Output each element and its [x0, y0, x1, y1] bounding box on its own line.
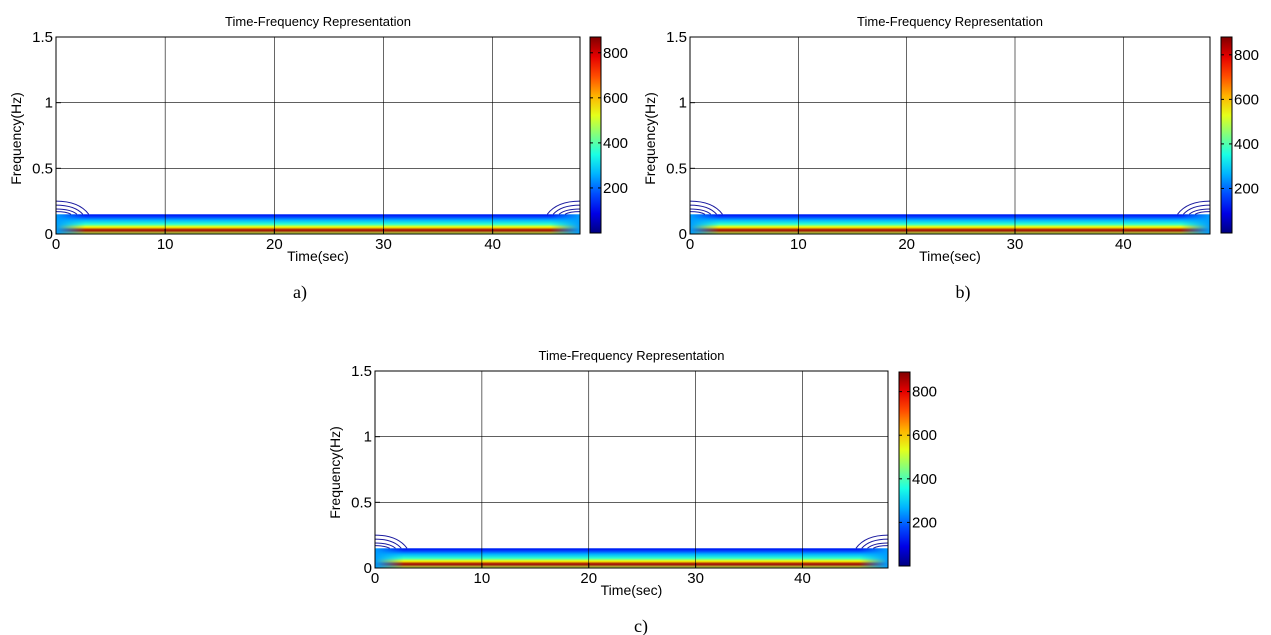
y-axis-label: Frequency(Hz) [327, 426, 343, 519]
x-tick-label: 10 [474, 570, 491, 587]
colorbar-tick-label: 400 [603, 135, 628, 152]
energy-band [375, 548, 888, 568]
x-tick-label: 40 [484, 236, 501, 253]
colorbar-tick-label: 200 [603, 180, 628, 197]
colorbar-tick-label: 600 [603, 90, 628, 107]
colorbar-tick-label: 800 [603, 45, 628, 62]
y-tick-label: 1 [45, 95, 53, 112]
y-axis-label: Frequency(Hz) [642, 92, 658, 185]
edge-contours [689, 200, 1211, 215]
colorbar: 200 400 600 800 [898, 371, 937, 567]
colorbar-tick-label: 400 [912, 471, 937, 488]
plot-frame [374, 370, 889, 569]
x-axis-label: Time(sec) [287, 248, 349, 264]
x-tick-label: 40 [1115, 236, 1132, 253]
x-tick-label: 10 [790, 236, 807, 253]
x-tick-label: 30 [687, 570, 704, 587]
y-tick-label: 0 [45, 226, 53, 243]
plot-frame [55, 36, 581, 235]
energy-band [690, 214, 1210, 234]
subplot-caption: a) [293, 282, 307, 303]
y-tick-label: 1.5 [32, 29, 53, 46]
y-tick-label: 0.5 [32, 160, 53, 177]
colorbar-tick-label: 200 [1234, 180, 1259, 197]
colorbar-tick-label: 800 [1234, 47, 1259, 64]
y-axis-label: Frequency(Hz) [8, 92, 24, 185]
x-axis-label: Time(sec) [919, 248, 981, 264]
x-tick-label: 0 [371, 570, 379, 587]
y-tick-label: 0 [364, 560, 372, 577]
y-tick-label: 1 [679, 95, 687, 112]
x-tick-label: 20 [898, 236, 915, 253]
colorbar: 200 400 600 800 [589, 36, 628, 234]
x-tick-label: 20 [580, 570, 597, 587]
colorbar-tick-label: 600 [912, 427, 937, 444]
subplot-caption: c) [634, 616, 648, 635]
energy-band [56, 214, 580, 234]
colorbar: 200 400 600 800 [1220, 36, 1259, 234]
x-axis-label: Time(sec) [601, 582, 663, 598]
x-tick-label: 30 [375, 236, 392, 253]
y-tick-label: 1.5 [666, 29, 687, 46]
edge-contours [374, 534, 889, 549]
x-tick-label: 40 [794, 570, 811, 587]
x-tick-label: 0 [686, 236, 694, 253]
chart-title: Time-Frequency Representation [225, 14, 411, 29]
y-tick-label: 1.5 [351, 363, 372, 380]
colorbar-tick-label: 600 [1234, 91, 1259, 108]
x-tick-label: 0 [52, 236, 60, 253]
x-tick-label: 10 [157, 236, 174, 253]
chart-title: Time-Frequency Representation [539, 348, 725, 363]
subplot-caption: b) [956, 282, 971, 303]
y-tick-label: 0.5 [351, 494, 372, 511]
colorbar-tick-label: 200 [912, 514, 937, 531]
colorbar-tick-label: 400 [1234, 136, 1259, 153]
y-tick-label: 1 [364, 429, 372, 446]
edge-contours [55, 200, 581, 215]
chart-title: Time-Frequency Representation [857, 14, 1043, 29]
colorbar-tick-label: 800 [912, 384, 937, 401]
x-tick-label: 20 [266, 236, 283, 253]
y-tick-label: 0 [679, 226, 687, 243]
plot-frame [689, 36, 1211, 235]
x-tick-label: 30 [1007, 236, 1024, 253]
y-tick-label: 0.5 [666, 160, 687, 177]
